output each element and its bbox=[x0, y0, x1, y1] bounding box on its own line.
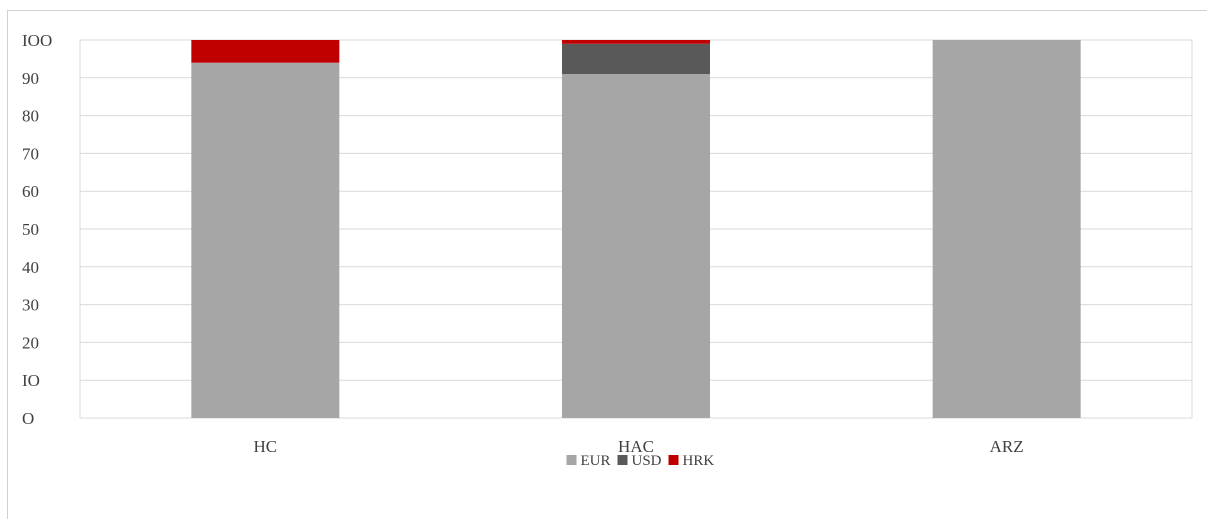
chart-frame bbox=[7, 10, 1207, 519]
bars bbox=[191, 40, 1081, 419]
legend-swatch-hrk bbox=[668, 455, 679, 465]
legend-label-usd: USD bbox=[632, 453, 662, 469]
x-axis-categories: HC HAC ARZ bbox=[254, 437, 1024, 456]
legend-item-eur: EUR bbox=[566, 453, 611, 469]
y-tick-label-30: 30 bbox=[22, 296, 39, 315]
y-tick-label-70: 70 bbox=[22, 144, 39, 163]
bar-hc-eur bbox=[191, 62, 340, 419]
y-tick-label-40: 40 bbox=[22, 258, 39, 277]
bar-hac-hrk bbox=[562, 40, 710, 44]
y-tick-label-0: O bbox=[22, 409, 34, 428]
bar-hac-eur bbox=[562, 74, 710, 419]
x-category-label-hc: HC bbox=[254, 437, 278, 456]
x-category-label-hac: HAC bbox=[618, 437, 654, 456]
legend-item-usd: USD bbox=[617, 453, 662, 469]
legend-label-eur: EUR bbox=[581, 453, 611, 469]
legend: EUR USD HRK bbox=[566, 453, 715, 469]
bar-arz-eur bbox=[932, 40, 1081, 418]
x-category-label-arz: ARZ bbox=[990, 437, 1024, 456]
y-tick-label-100: IOO bbox=[22, 31, 52, 50]
y-tick-label-90: 90 bbox=[22, 69, 39, 88]
bar-hac-usd bbox=[562, 43, 710, 75]
legend-swatch-usd bbox=[617, 455, 628, 465]
legend-label-hrk: HRK bbox=[683, 453, 715, 469]
legend-swatch-eur bbox=[566, 455, 577, 465]
bar-hc-hrk bbox=[191, 40, 340, 63]
y-tick-label-80: 80 bbox=[22, 107, 39, 126]
y-tick-label-60: 60 bbox=[22, 182, 39, 201]
y-tick-label-50: 50 bbox=[22, 220, 39, 239]
y-axis-ticks: O IO 20 30 40 50 60 70 80 90 IOO bbox=[22, 31, 52, 428]
y-tick-label-20: 20 bbox=[22, 333, 39, 352]
legend-item-hrk: HRK bbox=[668, 453, 715, 469]
y-tick-label-10: IO bbox=[22, 371, 40, 390]
